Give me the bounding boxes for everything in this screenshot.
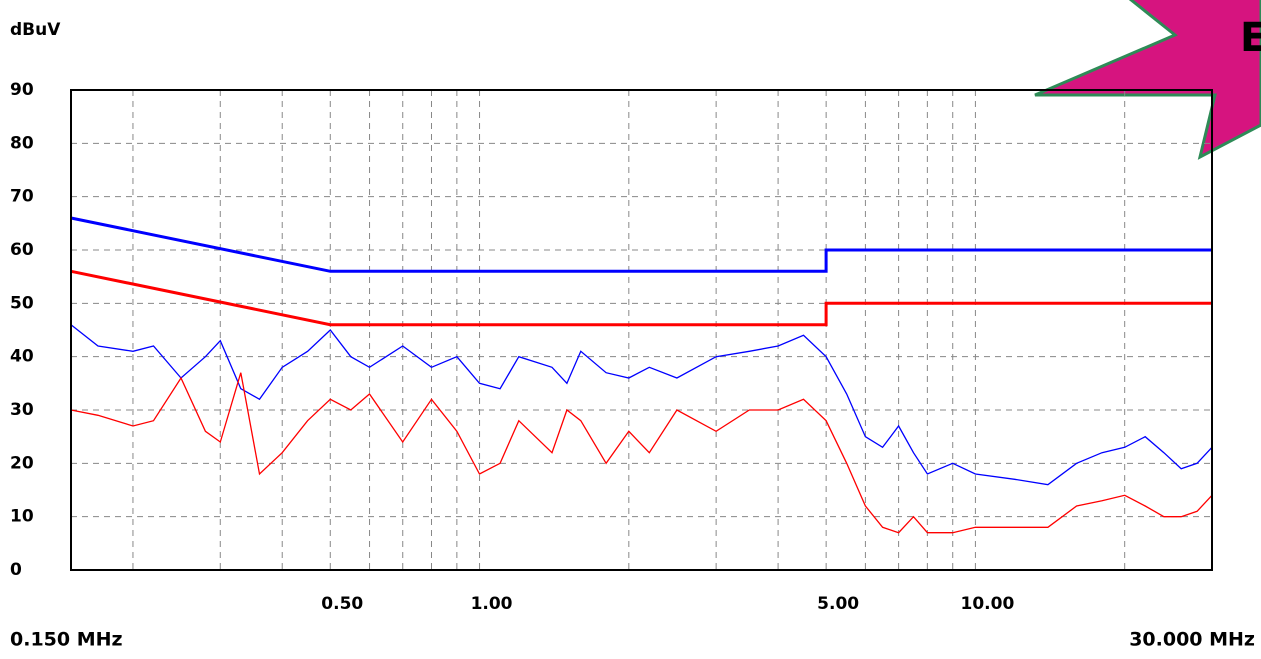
series-line — [70, 324, 1213, 486]
y-tick-label: 20 — [10, 453, 34, 473]
y-tick-label: 80 — [10, 133, 34, 153]
y-tick-label: 90 — [10, 80, 34, 100]
y-tick-label: 40 — [10, 347, 34, 367]
x-tick-label: 1.00 — [471, 594, 513, 614]
x-tick-label: 10.00 — [961, 594, 1015, 614]
x-end-label: 30.000 MHz — [1129, 629, 1255, 651]
series-line — [70, 372, 1213, 534]
y-tick-label: 0 — [10, 560, 22, 580]
y-tick-label: 50 — [10, 293, 34, 313]
y-axis-label: dBuV — [10, 20, 61, 40]
series-line — [70, 216, 1212, 273]
badge-letter: E — [1240, 15, 1261, 61]
y-tick-label: 10 — [10, 507, 34, 527]
y-tick-label: 70 — [10, 187, 34, 207]
x-tick-label: 0.50 — [321, 594, 363, 614]
y-tick-label: 30 — [10, 400, 34, 420]
series-line — [70, 269, 1212, 327]
star-badge — [1034, 0, 1261, 160]
y-tick-label: 60 — [10, 240, 34, 260]
plot-border — [70, 89, 1213, 571]
x-tick-label: 5.00 — [817, 594, 859, 614]
x-start-label: 0.150 MHz — [10, 629, 123, 651]
